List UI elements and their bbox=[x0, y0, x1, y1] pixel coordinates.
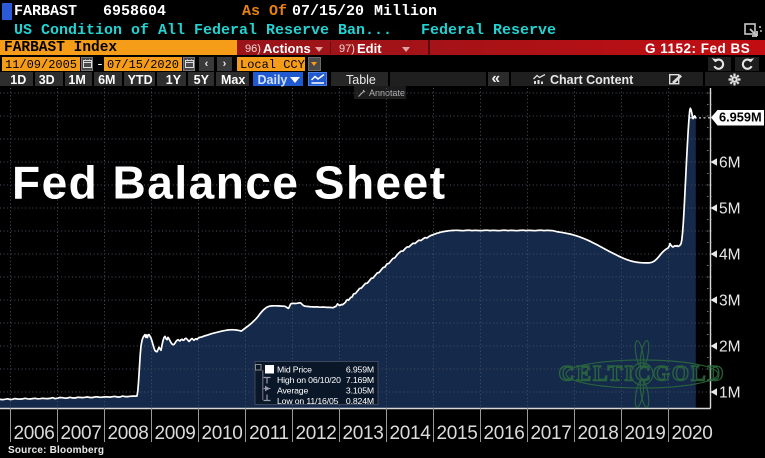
svg-text:Fed Balance Sheet: Fed Balance Sheet bbox=[12, 157, 447, 209]
svg-text:3.105M: 3.105M bbox=[346, 386, 374, 396]
svg-text:2M: 2M bbox=[719, 339, 741, 356]
svg-text:3M: 3M bbox=[719, 293, 741, 310]
svg-text:2009: 2009 bbox=[154, 423, 195, 444]
svg-text:2012: 2012 bbox=[295, 423, 336, 444]
svg-text:6.959M: 6.959M bbox=[719, 110, 762, 125]
svg-text:2008: 2008 bbox=[107, 423, 148, 444]
svg-text:2006: 2006 bbox=[13, 423, 54, 444]
svg-text:7.169M: 7.169M bbox=[346, 375, 374, 385]
svg-text:2010: 2010 bbox=[201, 423, 242, 444]
svg-text:Mid Price: Mid Price bbox=[277, 365, 312, 375]
svg-text:4M: 4M bbox=[719, 247, 741, 264]
svg-text:CELTICGOLD: CELTICGOLD bbox=[558, 361, 725, 386]
svg-text:2007: 2007 bbox=[60, 423, 101, 444]
svg-text:Average: Average bbox=[277, 386, 308, 396]
svg-text:2016: 2016 bbox=[483, 423, 524, 444]
svg-text:High on 06/10/20: High on 06/10/20 bbox=[277, 375, 341, 385]
svg-text:1M: 1M bbox=[719, 385, 741, 402]
svg-text:0.824M: 0.824M bbox=[346, 396, 374, 406]
svg-text:2018: 2018 bbox=[577, 423, 618, 444]
svg-text:Low on 11/16/05: Low on 11/16/05 bbox=[277, 396, 339, 406]
svg-text:2019: 2019 bbox=[624, 423, 665, 444]
svg-text:6.959M: 6.959M bbox=[346, 365, 374, 375]
svg-text:2014: 2014 bbox=[389, 423, 431, 444]
svg-text:2013: 2013 bbox=[342, 423, 383, 444]
svg-text:Source: Bloomberg: Source: Bloomberg bbox=[8, 445, 104, 456]
svg-text:5M: 5M bbox=[719, 201, 741, 218]
svg-text:2017: 2017 bbox=[530, 423, 571, 444]
svg-text:2015: 2015 bbox=[436, 423, 477, 444]
svg-text:6M: 6M bbox=[719, 155, 741, 172]
svg-text:2011: 2011 bbox=[249, 423, 289, 444]
svg-text:2020: 2020 bbox=[671, 423, 712, 444]
